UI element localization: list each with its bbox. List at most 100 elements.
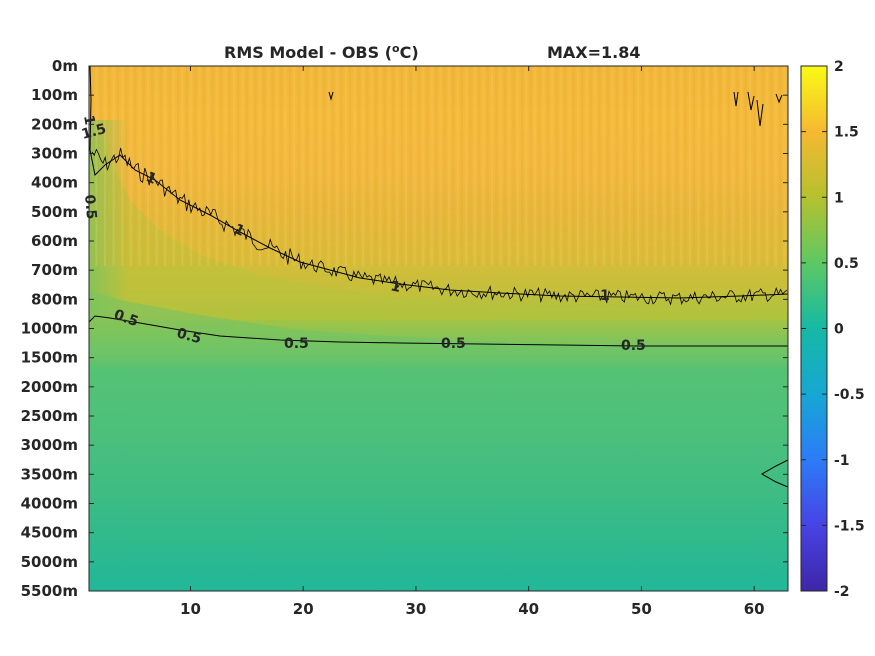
stripe <box>271 66 274 266</box>
y-tick-label: 800m <box>31 290 78 308</box>
x-axis: 10 20 30 40 50 60 <box>180 66 765 618</box>
stripe <box>164 66 167 266</box>
stripe <box>637 66 640 266</box>
stripe <box>650 66 653 266</box>
stripe <box>482 66 485 266</box>
stripe <box>585 66 588 266</box>
contour-label: 1 <box>600 288 610 304</box>
stripe <box>151 66 154 266</box>
colorbar-tick-label: -1 <box>834 453 850 469</box>
stripe <box>99 66 102 266</box>
stripe <box>318 66 322 266</box>
contour-1-top-blobs <box>328 91 783 127</box>
stripe <box>177 66 180 266</box>
max-annotation: MAX=1.84 <box>547 43 641 62</box>
stripe <box>667 66 670 266</box>
colorbar-tick-label: -0.5 <box>834 387 865 403</box>
contour-label: 0.5 <box>284 336 309 352</box>
stripe <box>232 66 236 266</box>
stripe <box>761 66 764 266</box>
stripe <box>748 66 752 266</box>
stripe <box>521 66 524 266</box>
stripe <box>594 66 597 266</box>
stripe <box>503 66 506 266</box>
x-tick-label: 10 <box>180 600 201 618</box>
y-tick-label: 2000m <box>21 378 78 396</box>
stripe <box>194 66 197 266</box>
stripe <box>400 66 403 266</box>
contour-label: 0.5 <box>175 325 203 347</box>
stripe <box>331 66 334 266</box>
stripe <box>112 66 115 266</box>
stripe <box>675 66 678 266</box>
stripe <box>628 66 631 266</box>
stripe <box>198 66 201 266</box>
y-axis: 0m100m200m300m400m500m600m700m800m1000m1… <box>21 57 788 600</box>
colorbar-tick-label: -1.5 <box>834 518 865 534</box>
stripe <box>684 66 687 266</box>
contour-label: 0.5 <box>621 338 646 354</box>
stripe <box>693 66 696 266</box>
stripe <box>680 66 683 266</box>
stripe <box>714 66 717 266</box>
stripe <box>310 66 313 266</box>
stripe <box>215 66 218 266</box>
stripe <box>602 66 605 266</box>
stripe <box>374 66 377 266</box>
colorbar-tick-label: 1.5 <box>834 125 859 141</box>
y-tick-label: 300m <box>31 145 78 163</box>
stripe <box>323 66 326 266</box>
stripe <box>284 66 287 266</box>
stripe <box>327 66 330 266</box>
stripe <box>202 66 205 266</box>
mid-blend <box>89 290 788 360</box>
stripe <box>155 66 158 266</box>
stripe <box>499 66 502 266</box>
stripe <box>542 66 545 266</box>
stripe <box>465 66 468 266</box>
stripe <box>779 66 782 266</box>
stripe <box>770 66 773 266</box>
contour-label: 1.5 <box>80 121 108 143</box>
stripe <box>671 66 674 266</box>
stripe <box>392 66 395 266</box>
stripe <box>439 66 442 266</box>
stripe <box>349 66 352 266</box>
contour-1-noise <box>91 147 788 306</box>
contour-label: 0.5 <box>81 194 99 220</box>
stripe <box>211 66 214 266</box>
stripe <box>383 66 386 266</box>
stripe <box>456 66 459 266</box>
y-tick-label: 1000m <box>21 320 78 338</box>
stripe <box>379 66 382 266</box>
y-tick-label: 100m <box>31 86 78 104</box>
stripe <box>91 66 94 266</box>
stripe <box>116 66 119 266</box>
stripe <box>250 66 253 266</box>
stripe <box>288 66 291 266</box>
stripe <box>460 66 463 266</box>
stripe <box>301 66 304 266</box>
stripe <box>564 66 567 266</box>
stripe <box>701 66 704 266</box>
stripe <box>447 66 451 266</box>
colorbar-tick-label: 0 <box>834 322 844 338</box>
stripe <box>146 66 150 266</box>
stripe <box>641 66 644 266</box>
stripe <box>774 66 777 266</box>
stripe <box>314 66 317 266</box>
stripe <box>576 66 580 266</box>
contour-0-5-bottom <box>760 459 788 488</box>
stripe <box>443 66 446 266</box>
y-tick-label: 4000m <box>21 495 78 513</box>
stripe <box>645 66 648 266</box>
stripe <box>551 66 554 266</box>
colorbar-tick-label: 2 <box>834 59 844 75</box>
stripe <box>306 66 309 266</box>
stripe <box>727 66 730 266</box>
stripe <box>245 66 248 266</box>
stripe <box>559 66 562 266</box>
stripe <box>185 66 188 266</box>
y-tick-label: 600m <box>31 232 78 250</box>
stripe <box>293 66 296 266</box>
